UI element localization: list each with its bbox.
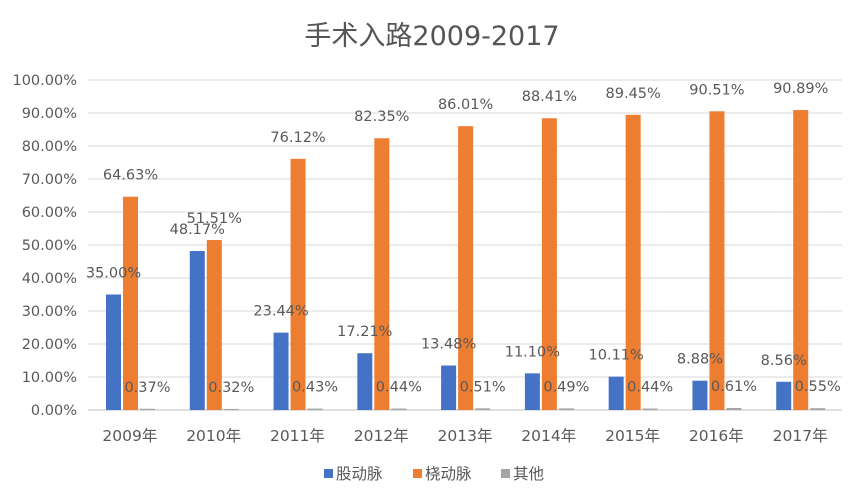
legend-label: 桡动脉: [425, 465, 472, 483]
data-label-other-5: 0.49%: [543, 379, 589, 395]
data-label-other-8: 0.55%: [795, 379, 841, 395]
y-tick-label: 20.00%: [22, 337, 77, 353]
x-tick-label: 2009年: [102, 427, 157, 445]
bar-femoral-1: [189, 251, 205, 410]
bar-femoral-3: [357, 353, 373, 410]
data-label-other-6: 0.44%: [627, 380, 673, 396]
y-tick-label: 80.00%: [22, 139, 77, 155]
bar-other-7: [726, 407, 742, 410]
legend-label: 其他: [513, 465, 544, 483]
data-label-other-4: 0.51%: [460, 379, 506, 395]
x-tick-label: 2013年: [438, 427, 493, 445]
bar-femoral-5: [524, 373, 540, 410]
data-label-femoral-8: 8.56%: [761, 353, 807, 369]
legend-swatch: [324, 469, 333, 478]
data-label-radial-6: 89.45%: [606, 86, 661, 102]
bar-other-0: [140, 408, 155, 410]
data-label-radial-4: 86.01%: [438, 97, 493, 113]
y-tick-label: 50.00%: [22, 238, 77, 254]
bar-femoral-7: [692, 380, 708, 410]
bar-femoral-2: [273, 332, 289, 410]
legend-swatch: [413, 469, 422, 478]
bar-radial-0: [123, 196, 138, 410]
data-label-femoral-5: 11.10%: [505, 344, 560, 360]
y-tick-label: 0.00%: [31, 403, 77, 419]
bar-other-4: [475, 408, 491, 410]
bar-radial-7: [709, 111, 725, 410]
bar-radial-4: [458, 126, 474, 411]
data-label-other-1: 0.32%: [208, 380, 254, 396]
x-axis-ticks: 2009年 2010年 2011年 2012年 2013年 2014年 2015年 2016年…: [102, 427, 827, 445]
bar-other-8: [810, 408, 826, 410]
bar-other-5: [558, 408, 574, 410]
data-label-femoral-6: 10.11%: [589, 348, 644, 364]
data-label-femoral-0: 35.00%: [86, 266, 141, 282]
legend[interactable]: 股动脉 桡动脉 其他: [324, 465, 544, 483]
data-label-radial-0: 64.63%: [103, 168, 158, 184]
x-tick-label: 2010年: [186, 427, 241, 445]
data-label-radial-5: 88.41%: [522, 89, 577, 105]
x-tick-label: 2017年: [773, 427, 828, 445]
legend-item-other[interactable]: 其他: [501, 465, 544, 483]
y-tick-label: 100.00%: [12, 73, 77, 89]
data-label-femoral-3: 17.21%: [337, 324, 392, 340]
y-tick-label: 70.00%: [22, 172, 77, 188]
bar-femoral-8: [776, 381, 792, 410]
bar-femoral-0: [106, 294, 121, 410]
bar-other-2: [307, 408, 323, 410]
bar-radial-5: [541, 118, 557, 410]
y-tick-label: 40.00%: [22, 271, 77, 287]
x-tick-label: 2012年: [354, 427, 409, 445]
y-tick-label: 30.00%: [22, 304, 77, 320]
data-label-femoral-7: 8.88%: [677, 352, 723, 368]
data-label-radial-2: 76.12%: [270, 130, 325, 146]
bar-femoral-4: [441, 365, 457, 410]
data-label-femoral-2: 23.44%: [253, 304, 308, 320]
legend-item-femoral[interactable]: 股动脉: [324, 465, 383, 483]
legend-label: 股动脉: [336, 465, 383, 483]
y-tick-label: 60.00%: [22, 205, 77, 221]
y-tick-label: 90.00%: [22, 106, 77, 122]
x-tick-label: 2011年: [270, 427, 325, 445]
data-label-other-2: 0.43%: [292, 380, 338, 396]
data-label-femoral-4: 13.48%: [421, 337, 476, 353]
data-label-other-7: 0.61%: [711, 379, 757, 395]
bar-radial-3: [374, 138, 390, 410]
y-axis-ticks: 0.00% 10.00% 20.00% 30.00% 40.00% 50.00% 60.00…: [12, 73, 77, 419]
bar-radial-1: [206, 240, 222, 410]
data-label-femoral-1: 48.17%: [170, 222, 225, 238]
bar-radial-8: [793, 110, 809, 411]
data-labels: 35.00% 64.63% 0.37% 48.17%51.51% 0.32% 23.44%…: [86, 81, 841, 396]
data-label-radial-1: 51.51%: [187, 211, 242, 227]
bar-radial-6: [625, 114, 641, 410]
bar-other-3: [391, 408, 407, 410]
x-tick-label: 2014年: [521, 427, 576, 445]
data-label-radial-3: 82.35%: [354, 109, 409, 125]
bar-other-1: [223, 408, 239, 410]
bar-other-6: [642, 408, 658, 410]
bars: [106, 110, 826, 411]
legend-item-radial[interactable]: 桡动脉: [413, 465, 472, 483]
legend-swatch: [501, 469, 510, 478]
x-tick-label: 2016年: [689, 427, 744, 445]
data-label-radial-7: 90.51%: [689, 82, 744, 98]
x-tick-label: 2015年: [605, 427, 660, 445]
data-label-other-3: 0.44%: [376, 380, 422, 396]
data-label-radial-8: 90.89%: [773, 81, 828, 97]
chart-title: 手术入路2009-2017: [304, 21, 559, 52]
bar-radial-2: [290, 158, 306, 410]
bar-femoral-6: [608, 376, 624, 410]
data-label-other-0: 0.37%: [124, 380, 170, 396]
y-tick-label: 10.00%: [22, 370, 77, 386]
